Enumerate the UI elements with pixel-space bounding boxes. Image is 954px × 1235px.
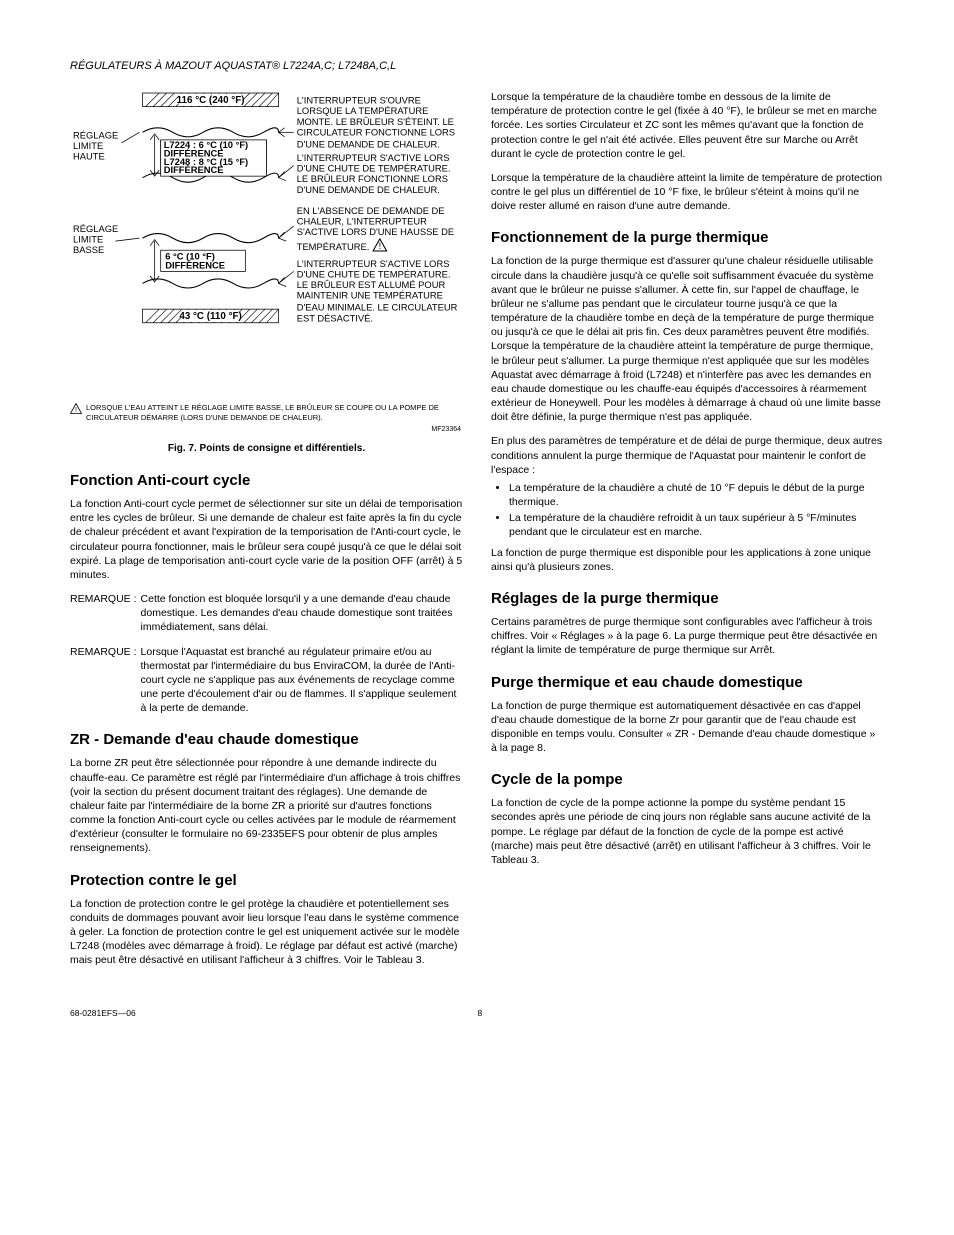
remark-1: REMARQUE : Cette fonction est bloquée lo…: [70, 592, 463, 635]
right-column: Lorsque la température de la chaudière t…: [491, 90, 884, 978]
gel-cont-p1: Lorsque la température de la chaudière t…: [491, 90, 884, 161]
svg-text:116 °C (240 °F): 116 °C (240 °F): [177, 95, 245, 106]
purge-p1: La fonction de la purge thermique est d'…: [491, 254, 884, 424]
figure-footnote-text: LORSQUE L'EAU ATTEINT LE RÉGLAGE LIMITE …: [86, 403, 463, 422]
figure-caption: Fig. 7. Points de consigne et différenti…: [70, 443, 463, 454]
svg-text:43 °C (110 °F): 43 °C (110 °F): [179, 311, 241, 322]
gel-cont-p2: Lorsque la température de la chaudière a…: [491, 171, 884, 214]
remark-body: Cette fonction est bloquée lorsqu'il y a…: [141, 592, 463, 635]
purge-p3: La fonction de purge thermique est dispo…: [491, 546, 884, 574]
purge-reglages-p1: Certains paramètres de purge thermique s…: [491, 615, 884, 658]
zr-p1: La borne ZR peut être sélectionnée pour …: [70, 756, 463, 855]
section-gel-title: Protection contre le gel: [70, 872, 463, 889]
page-number: 8: [477, 1008, 482, 1018]
figure-ref: MF23364: [70, 426, 463, 433]
svg-text:HAUTE: HAUTE: [73, 152, 105, 162]
bullet-1: La température de la chaudière a chuté d…: [509, 481, 884, 509]
section-pompe-title: Cycle de la pompe: [491, 771, 884, 788]
svg-text:RÉGLAGE: RÉGLAGE: [73, 130, 118, 140]
warning-icon: !: [70, 403, 82, 414]
two-column-layout: 116 °C (240 °F): [70, 90, 884, 978]
purge-p2: En plus des paramètres de température et…: [491, 434, 884, 477]
section-purge-fonctionnement-title: Fonctionnement de la purge thermique: [491, 229, 884, 246]
section-zr-title: ZR - Demande d'eau chaude domestique: [70, 731, 463, 748]
svg-text:!: !: [378, 244, 381, 253]
setpoint-diagram: 116 °C (240 °F): [70, 90, 463, 392]
remark-2: REMARQUE : Lorsque l'Aquastat est branch…: [70, 645, 463, 716]
purge-bullets: La température de la chaudière a chuté d…: [491, 481, 884, 540]
svg-text:!: !: [75, 407, 77, 414]
svg-text:BASSE: BASSE: [73, 245, 104, 255]
section-purge-eau-title: Purge thermique et eau chaude domestique: [491, 674, 884, 691]
pompe-p1: La fonction de cycle de la pompe actionn…: [491, 796, 884, 867]
figure-footnote: ! LORSQUE L'EAU ATTEINT LE RÉGLAGE LIMIT…: [70, 403, 463, 422]
svg-text:LIMITE: LIMITE: [73, 235, 103, 245]
svg-text:LIMITE: LIMITE: [73, 141, 103, 151]
remark-label: REMARQUE :: [70, 645, 141, 716]
svg-text:DIFFÉRENCE: DIFFÉRENCE: [165, 259, 225, 270]
anti-court-cycle-p1: La fonction Anti-court cycle permet de s…: [70, 497, 463, 582]
page-header: RÉGULATEURS À MAZOUT AQUASTAT® L7224A,C;…: [70, 60, 884, 72]
section-anti-court-cycle-title: Fonction Anti-court cycle: [70, 472, 463, 489]
remark-label: REMARQUE :: [70, 592, 141, 635]
section-purge-reglages-title: Réglages de la purge thermique: [491, 590, 884, 607]
purge-eau-p1: La fonction de purge thermique est autom…: [491, 699, 884, 756]
figure-7: 116 °C (240 °F): [70, 90, 463, 454]
doc-number: 68-0281EFS—06: [70, 1008, 136, 1018]
page-footer: 68-0281EFS—06 8: [70, 1008, 884, 1018]
gel-p1: La fonction de protection contre le gel …: [70, 897, 463, 968]
svg-text:RÉGLAGE: RÉGLAGE: [73, 224, 118, 234]
bullet-2: La température de la chaudière refroidit…: [509, 511, 884, 539]
svg-text:DIFFÉRENCE: DIFFÉRENCE: [164, 164, 224, 175]
remark-body: Lorsque l'Aquastat est branché au régula…: [141, 645, 463, 716]
left-column: 116 °C (240 °F): [70, 90, 463, 978]
